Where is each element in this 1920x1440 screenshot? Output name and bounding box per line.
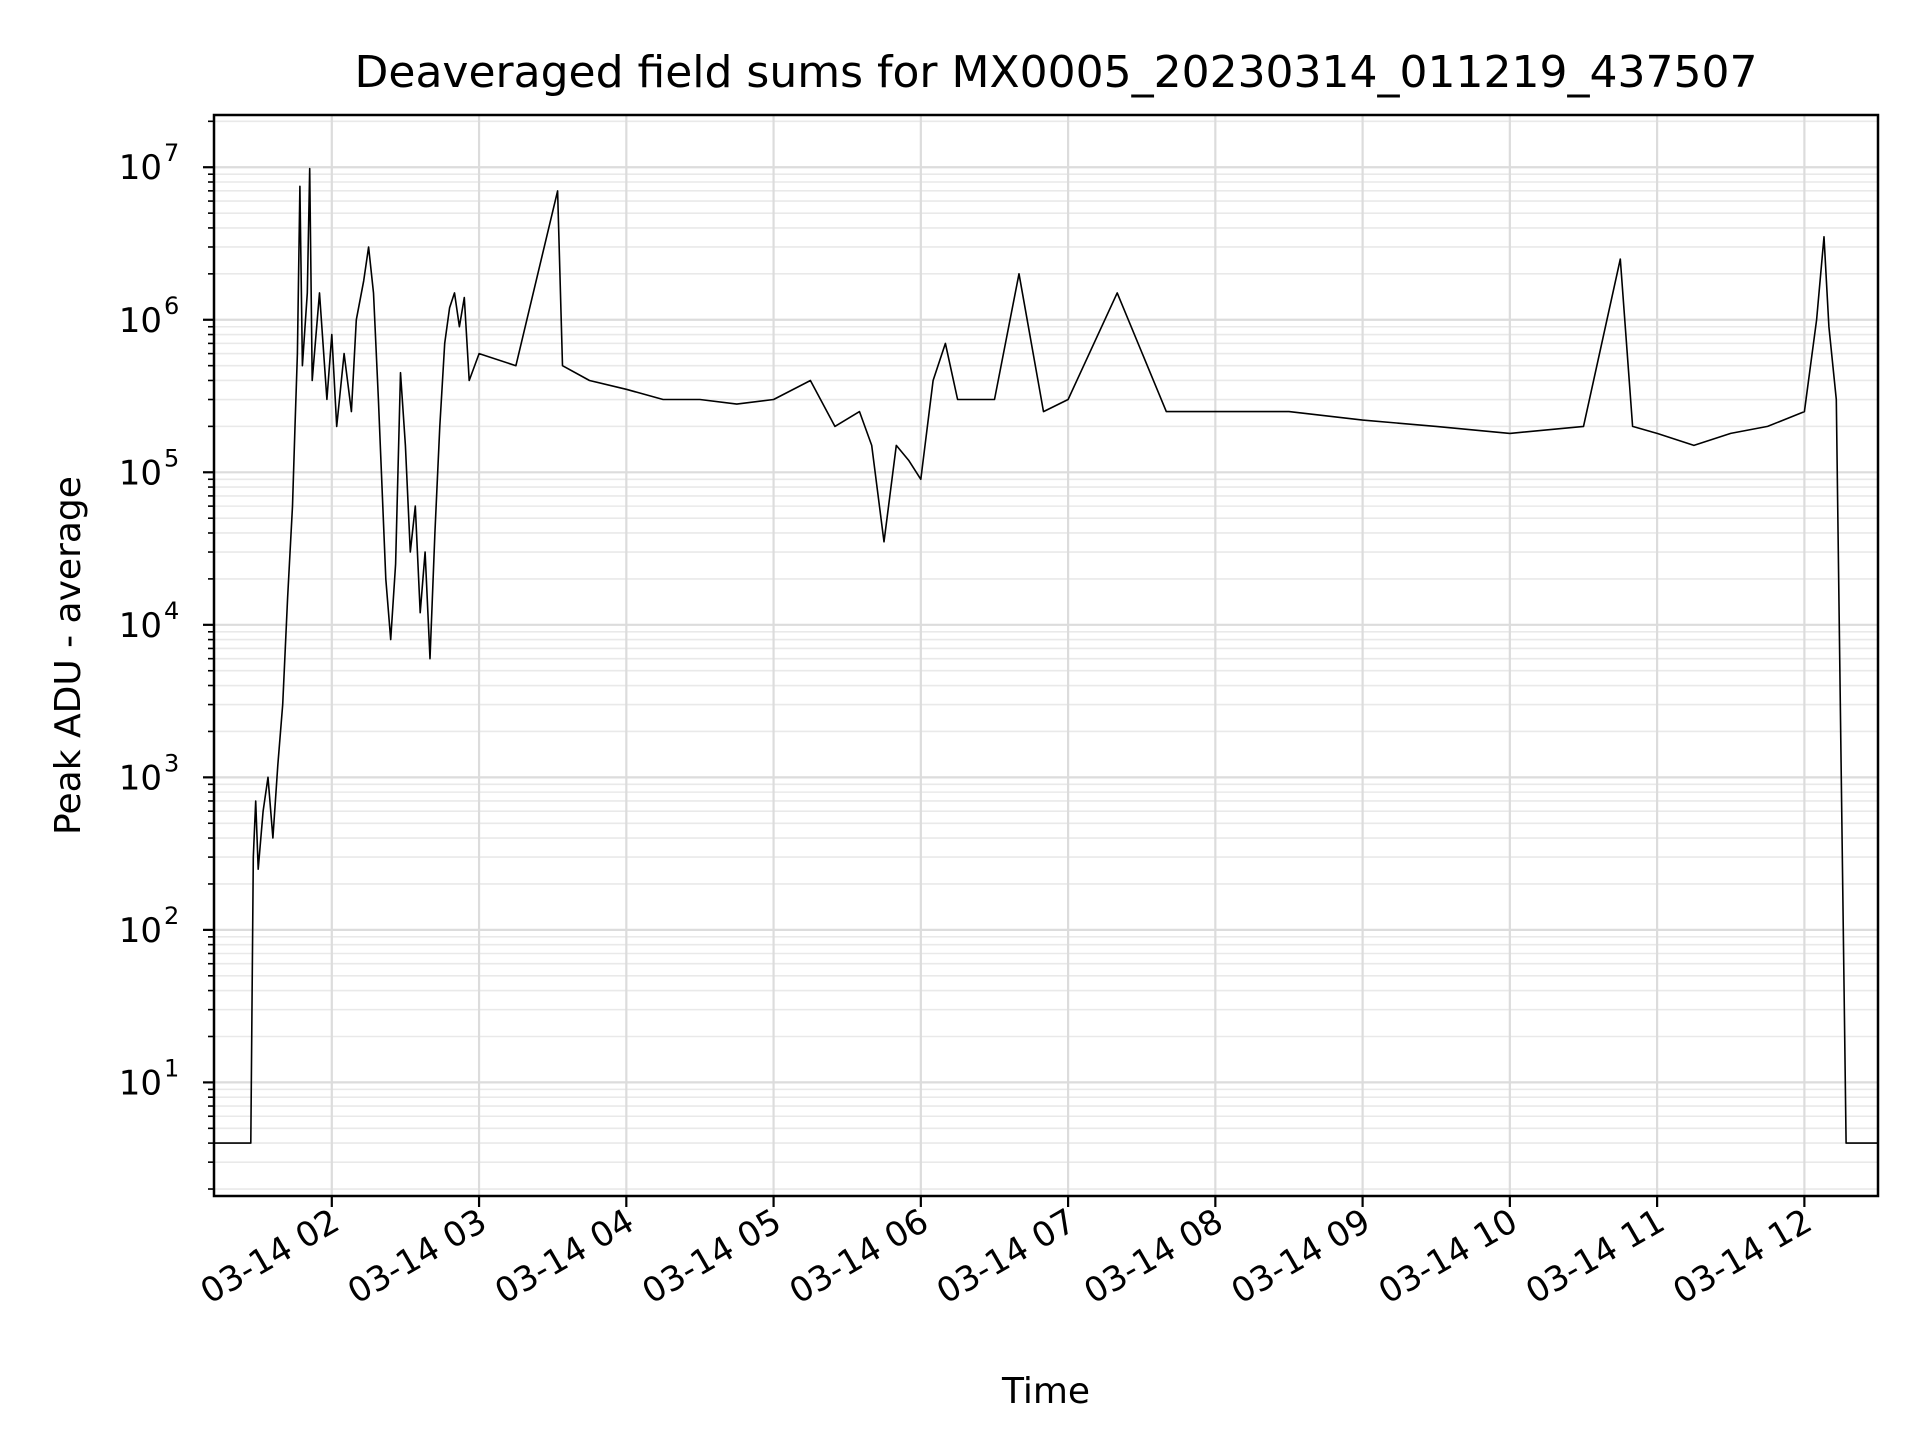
series-line	[214, 167, 1878, 1144]
y-tick-label: 10	[119, 606, 162, 646]
y-tick-label: 10	[119, 301, 162, 341]
y-tick-label: 10	[119, 453, 162, 493]
series-layer	[214, 167, 1878, 1144]
y-tick-label: 10	[119, 148, 162, 188]
y-tick-label-exponent: 1	[164, 1054, 179, 1082]
chart-title: Deaveraged field sums for MX0005_2023031…	[355, 47, 1758, 98]
y-tick-label: 10	[119, 758, 162, 798]
plot-frame	[212, 113, 1880, 1198]
y-tick-label-exponent: 2	[164, 902, 179, 930]
major-grid	[214, 115, 1878, 1196]
y-tick-label-exponent: 7	[164, 139, 179, 167]
y-tick-label-exponent: 4	[164, 597, 179, 625]
y-tick-label: 10	[119, 911, 162, 951]
y-tick-label: 10	[119, 1063, 162, 1103]
y-tick-label-exponent: 6	[164, 292, 179, 320]
x-axis-title: Time	[1001, 1371, 1090, 1412]
minor-grid	[214, 120, 1878, 1190]
y-axis-title: Peak ADU - average	[48, 476, 89, 835]
y-tick-label-exponent: 5	[164, 444, 179, 472]
y-tick-label-exponent: 3	[164, 749, 179, 777]
